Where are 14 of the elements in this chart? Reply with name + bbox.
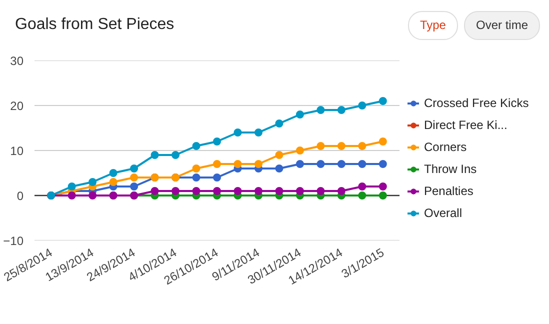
legend-label: Corners [424,140,467,154]
text: Type [408,11,458,40]
y-tick-label: 20 [10,99,24,113]
text: Over time [464,11,540,40]
y-tick-label: 10 [10,144,24,158]
chart-title: Goals from Set Pieces [14,15,174,36]
y-tick-label: 0 [16,189,24,203]
y-tick-label: −10 [3,234,24,248]
legend-label: Direct Free Ki... [424,118,508,132]
legend-label: Throw Ins [424,162,477,176]
y-tick-label: 30 [10,54,24,68]
legend-label: Overall [424,206,462,220]
legend-label: Penalties [424,184,474,198]
legend-label: Crossed Free Kicks [424,96,529,110]
